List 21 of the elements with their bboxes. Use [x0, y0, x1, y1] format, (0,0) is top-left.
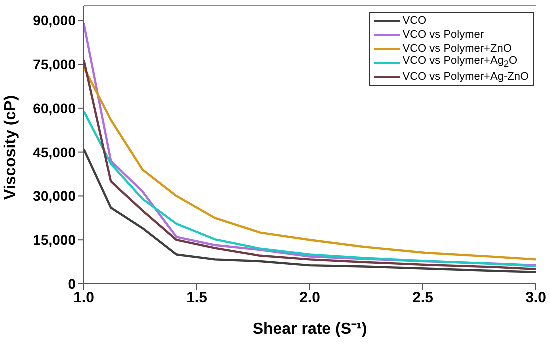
x-tick-label: 1.0	[74, 290, 94, 307]
y-tick-label: 30,000	[33, 188, 76, 204]
y-tick-label: 45,000	[33, 144, 76, 160]
x-tick-label: 2.5	[412, 290, 434, 307]
y-tick-label: 90,000	[33, 12, 76, 29]
y-tick-label: 75,000	[33, 56, 76, 72]
y-tick-label: 60,000	[33, 100, 76, 116]
legend-label: VCO vs Polymer+ZnO	[402, 42, 512, 54]
legend-label: VCO vs Polymer+Ag$_{2}$O	[402, 54, 518, 70]
line-series	[84, 148, 536, 274]
y-tick-label: 15,000	[33, 232, 76, 248]
legend-label: VCO vs Polymer+Ag-ZnO	[402, 70, 529, 82]
legend-label: VCO	[402, 14, 427, 26]
x-tick-label: 2.0	[300, 290, 320, 307]
y-tick-label: 0	[68, 276, 76, 292]
x-tick-label: 1.5	[186, 290, 208, 307]
line-series	[84, 110, 536, 268]
x-axis-title: Shear rate (S⁻¹)	[252, 321, 368, 338]
legend-label: VCO vs Polymer	[402, 28, 484, 40]
x-tick-label: 3.0	[526, 290, 546, 307]
y-axis-title: Viscosity (cP)	[2, 95, 20, 200]
